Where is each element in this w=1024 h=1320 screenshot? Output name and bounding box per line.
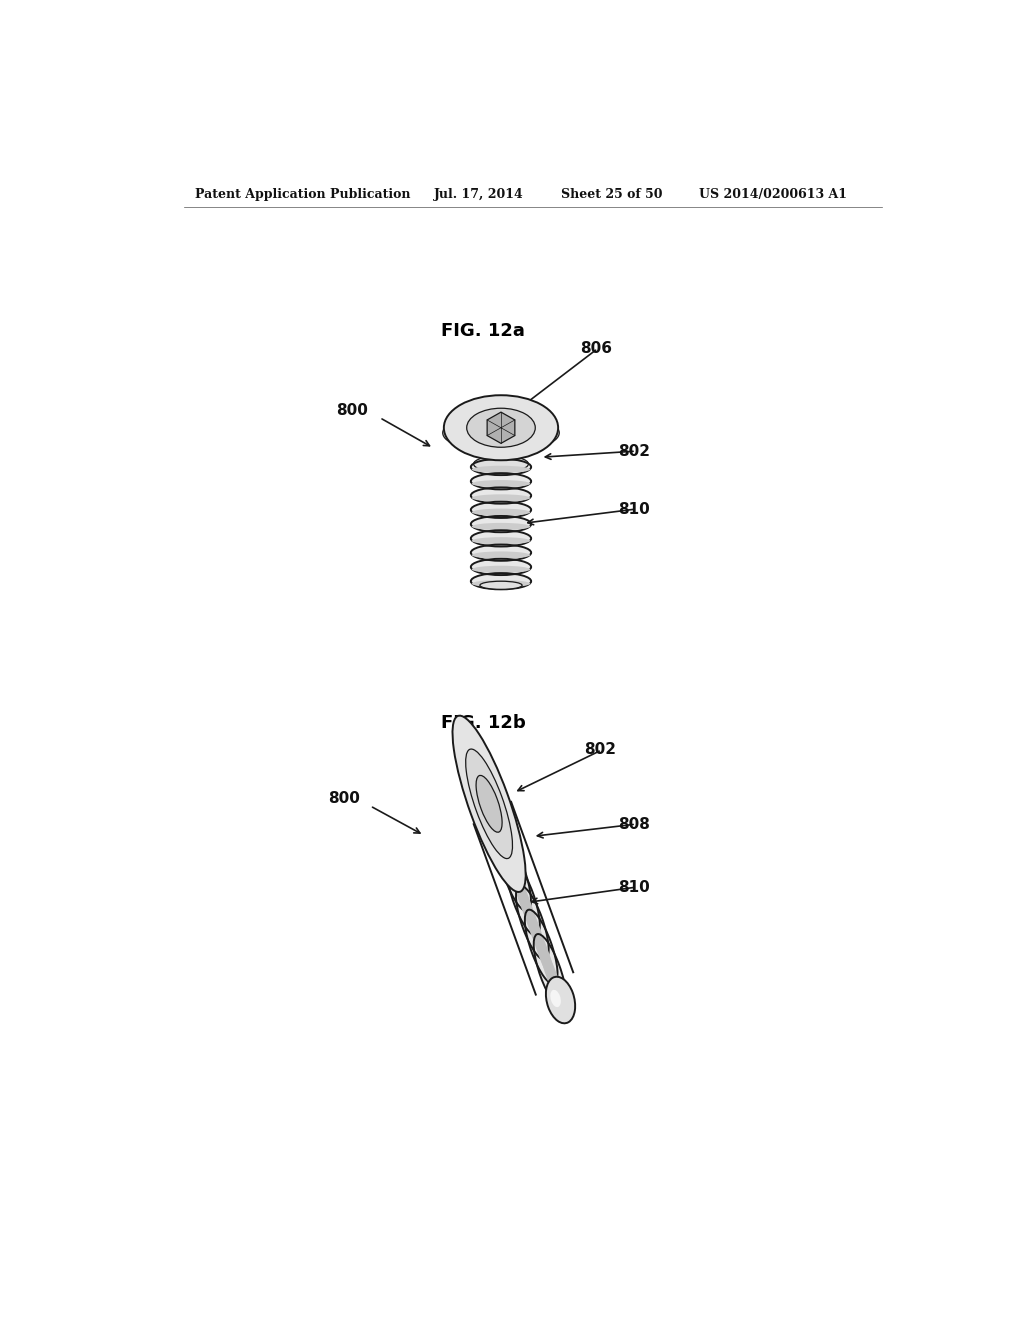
Ellipse shape [472, 552, 530, 558]
Ellipse shape [472, 508, 530, 516]
Ellipse shape [467, 408, 536, 447]
Text: 800: 800 [328, 791, 359, 807]
Ellipse shape [472, 494, 530, 502]
Text: 810: 810 [618, 502, 650, 516]
Text: FIG. 12a: FIG. 12a [441, 322, 525, 341]
Ellipse shape [480, 581, 522, 589]
Ellipse shape [472, 523, 530, 531]
Ellipse shape [471, 487, 531, 504]
Text: FIG. 12b: FIG. 12b [441, 714, 526, 731]
Ellipse shape [471, 531, 531, 546]
Ellipse shape [443, 395, 558, 461]
Ellipse shape [471, 473, 531, 490]
Ellipse shape [484, 795, 512, 866]
Ellipse shape [489, 812, 522, 887]
Ellipse shape [473, 455, 528, 473]
Ellipse shape [516, 886, 549, 960]
Ellipse shape [480, 788, 513, 862]
Ellipse shape [471, 558, 531, 576]
Ellipse shape [550, 990, 561, 1007]
Text: 802: 802 [585, 742, 616, 758]
Text: 802: 802 [618, 444, 650, 458]
Ellipse shape [534, 935, 566, 1008]
Text: US 2014/0200613 A1: US 2014/0200613 A1 [699, 189, 848, 202]
Ellipse shape [472, 466, 530, 473]
Text: 810: 810 [618, 879, 650, 895]
Ellipse shape [503, 843, 530, 915]
Ellipse shape [520, 891, 548, 964]
Ellipse shape [472, 566, 530, 573]
Ellipse shape [472, 579, 530, 587]
Text: 800: 800 [336, 403, 368, 418]
Ellipse shape [471, 516, 531, 532]
Ellipse shape [529, 916, 557, 987]
Ellipse shape [476, 775, 502, 832]
Polygon shape [487, 412, 515, 444]
Ellipse shape [511, 867, 539, 939]
Ellipse shape [472, 537, 530, 544]
Ellipse shape [471, 545, 531, 561]
Text: 808: 808 [618, 817, 650, 832]
Ellipse shape [507, 861, 540, 936]
Text: Patent Application Publication: Patent Application Publication [196, 189, 411, 202]
Ellipse shape [472, 480, 530, 487]
Ellipse shape [442, 413, 559, 453]
Text: Sheet 25 of 50: Sheet 25 of 50 [560, 189, 662, 202]
Text: Jul. 17, 2014: Jul. 17, 2014 [433, 189, 523, 202]
Ellipse shape [546, 977, 575, 1023]
Ellipse shape [494, 818, 521, 890]
Ellipse shape [453, 715, 525, 892]
Ellipse shape [466, 748, 512, 858]
Ellipse shape [499, 837, 531, 911]
Ellipse shape [538, 940, 565, 1012]
Ellipse shape [525, 909, 557, 985]
Ellipse shape [471, 573, 531, 589]
Ellipse shape [471, 502, 531, 517]
Text: 806: 806 [581, 341, 612, 356]
Ellipse shape [471, 459, 531, 475]
